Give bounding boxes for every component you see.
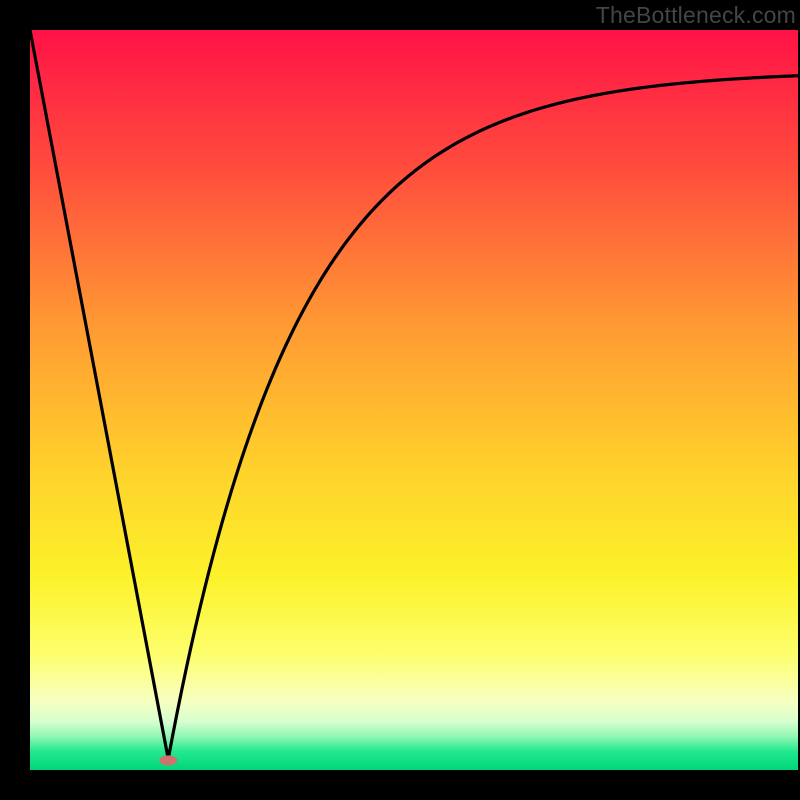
bottleneck-curve [30, 30, 798, 759]
attribution-text: TheBottleneck.com [596, 2, 796, 29]
optimal-point-marker [159, 755, 177, 765]
